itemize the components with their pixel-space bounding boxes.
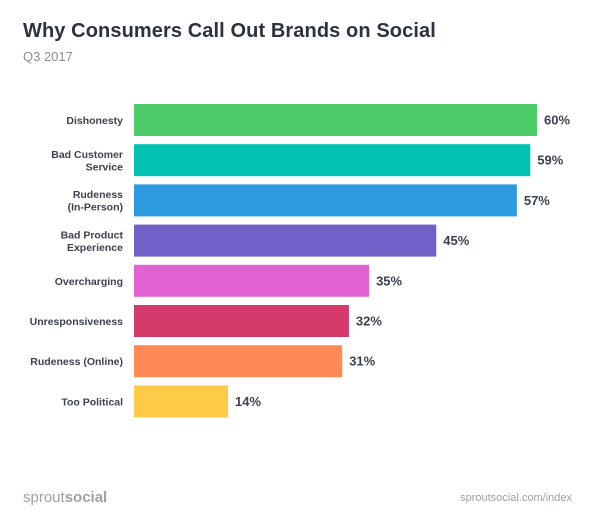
bar xyxy=(134,184,517,217)
logo-word-social: social xyxy=(64,489,108,506)
bar xyxy=(134,345,343,378)
value-label: 14% xyxy=(235,394,261,409)
category-label: Unresponsiveness xyxy=(30,316,124,328)
bar xyxy=(134,305,349,337)
category-label: Bad Customer Service xyxy=(51,149,123,174)
bar xyxy=(134,104,537,136)
bar xyxy=(134,144,531,177)
source-url: sproutsocial.com/index xyxy=(460,492,572,504)
chart-subtitle: Q3 2017 xyxy=(23,49,73,64)
category-label: Rudeness (In-Person) xyxy=(68,189,124,214)
value-label: 32% xyxy=(356,314,382,329)
bar xyxy=(134,224,437,257)
logo-word-sprout: sprout xyxy=(23,489,65,506)
value-label: 60% xyxy=(544,113,570,128)
bar-chart: Dishonesty 60% Bad Customer Service 59% Ruden… xyxy=(30,104,570,418)
category-label: Too Political xyxy=(61,396,123,408)
value-label: 45% xyxy=(443,233,469,248)
bar xyxy=(134,264,370,297)
bar xyxy=(134,385,229,418)
value-label: 31% xyxy=(349,354,375,369)
chart-title: Why Consumers Call Out Brands on Social xyxy=(23,20,436,42)
category-label: Dishonesty xyxy=(66,115,123,127)
category-label: Bad Product Experience xyxy=(61,229,124,254)
category-label: Overcharging xyxy=(55,276,123,288)
value-label: 35% xyxy=(376,273,402,288)
brand-logo: sproutsocial xyxy=(23,489,107,506)
value-label: 57% xyxy=(524,193,550,208)
category-label: Rudeness (Online) xyxy=(30,356,123,368)
value-label: 59% xyxy=(537,153,563,168)
